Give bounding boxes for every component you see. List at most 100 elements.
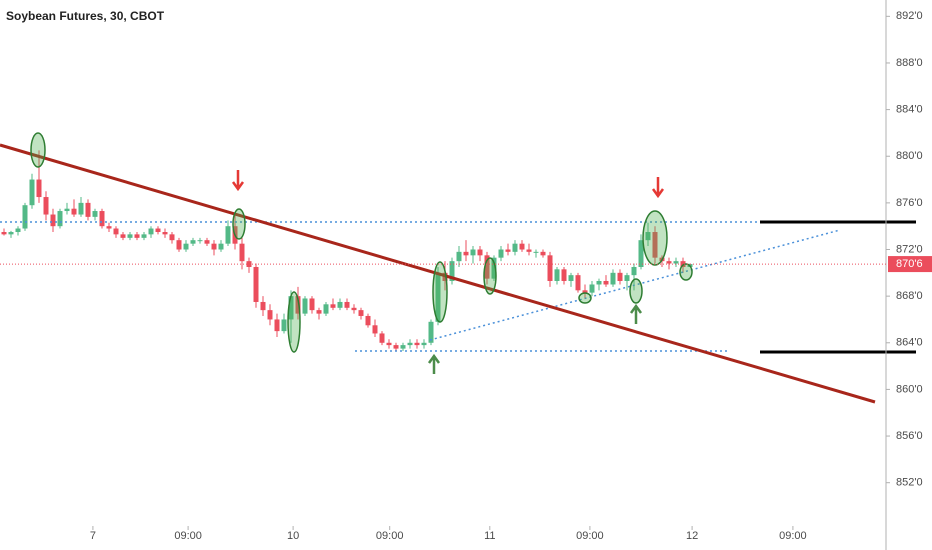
highlight [287,291,301,353]
candle-body [316,310,322,314]
candle-body [652,232,658,258]
candle-body [1,232,7,235]
candle-body [15,228,21,233]
candle-body [519,243,525,250]
candle-body [204,240,210,244]
candle-body [666,261,672,264]
y-tick-label: 892'0 [896,10,923,22]
y-tick-label: 868'0 [896,290,923,302]
candle-body [526,249,532,252]
candle-body [351,307,357,311]
candle-body [211,243,217,250]
candle-body [456,251,462,262]
candle-body [582,290,588,293]
candle-body [176,240,182,250]
drawings [0,132,916,404]
candle-body [260,301,266,311]
candle-body [512,243,518,252]
candle-body [428,321,434,343]
candle-body [365,315,371,326]
y-tick-label: 876'0 [896,197,923,209]
candle-body [561,269,567,281]
candle-body [141,234,147,238]
chart-title: Soybean Futures, 30, CBOT [6,9,165,23]
candle-body [407,342,413,346]
last-price-label: 870'6 [896,258,923,270]
candle-body [64,208,70,212]
candles [1,150,693,351]
highlight [30,132,46,168]
candle-body [225,226,231,244]
candle-body [169,234,175,241]
candle-body [134,234,140,238]
candle-body [197,240,203,242]
candle-body [253,266,259,302]
candle-body [302,298,308,314]
candle-body [78,202,84,215]
y-tick-label: 872'0 [896,243,923,255]
candle-body [274,319,280,332]
up-arrows [427,303,643,374]
candle-body [610,272,616,285]
candle-body [113,228,119,235]
y-tick-label: 856'0 [896,430,923,442]
x-tick-label: 09:00 [576,530,604,542]
candle-body [540,251,546,256]
candle-body [400,345,406,349]
candle-body [498,249,504,258]
candle-body [36,179,42,198]
candle-body [295,296,301,314]
up-arrow [629,303,643,324]
candle-body [631,266,637,276]
candle-body [85,202,91,217]
down-arrows [231,170,665,199]
x-tick-label: 09:00 [779,530,807,542]
candle-body [288,296,294,320]
x-tick-label: 10 [287,530,299,542]
candle-body [155,228,161,233]
candle-body [323,304,329,314]
candle-body [92,211,98,217]
candle-body [8,232,14,235]
highlight [679,263,693,281]
candle-body [218,243,224,250]
x-tick-label: 09:00 [376,530,404,542]
candle-body [190,240,196,244]
up-arrow [427,353,441,374]
candle-body [449,261,455,281]
candle-body [162,232,168,235]
candle-body [337,301,343,308]
highlight [232,208,246,240]
highlight [578,292,592,304]
highlight [432,261,448,323]
candle-body [106,226,112,229]
candle-body [589,284,595,293]
candle-body [505,249,511,252]
y-tick-label: 860'0 [896,383,923,395]
candle-body [50,214,56,227]
candle-body [127,234,133,238]
highlight [483,257,497,295]
candle-body [372,325,378,334]
candle-body [414,342,420,346]
highlights [30,132,693,353]
down-arrow [231,170,245,192]
candle-body [435,272,441,322]
candle-body [71,208,77,215]
candle-body [330,304,336,308]
candle-body [554,269,560,281]
candle-body [120,234,126,238]
y-tick-label: 864'0 [896,337,923,349]
candle-body [638,240,644,267]
candle-body [358,310,364,316]
rising-trendline [429,229,841,341]
x-tick-label: 7 [90,530,96,542]
candle-body [624,275,630,281]
candle-body [281,319,287,332]
x-tick-label: 12 [686,530,698,542]
candle-body [239,243,245,262]
y-tick-label: 888'0 [896,57,923,69]
highlight [642,210,668,266]
